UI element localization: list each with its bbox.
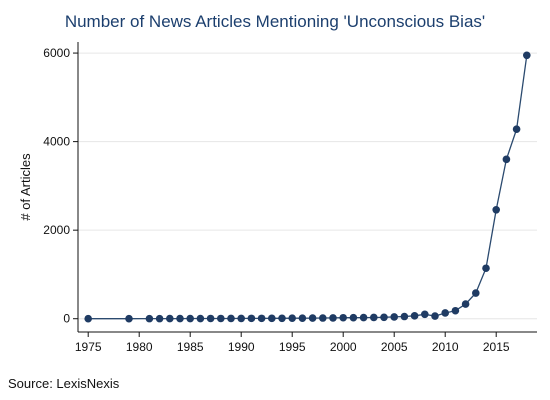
x-tick-label-2010: 2010 [432,340,459,354]
data-point-1984 [176,314,184,323]
data-point-2002 [359,313,368,322]
source-note: Source: LexisNexis [8,376,120,391]
data-point-2016 [502,155,511,164]
y-tick-label-6000: 6000 [43,46,70,60]
data-point-2007 [410,312,419,320]
data-point-2013 [472,289,480,297]
data-point-2015 [492,206,501,214]
series-line-0 [88,55,528,320]
data-point-1988 [217,314,225,323]
data-point-1994 [278,314,286,323]
chart-title: Number of News Articles Mentioning 'Unco… [64,12,486,31]
data-point-2011 [451,306,460,315]
x-tick-label-2015: 2015 [483,340,510,354]
data-point-1996 [298,314,307,322]
data-point-1998 [319,314,327,322]
data-point-1999 [329,314,337,322]
x-tick-label-1980: 1980 [126,340,153,354]
axes: 0 2000 4000 6000 1975 1980 1985 1990 1995 2000 200… [43,42,537,354]
data-point-2006 [400,312,409,321]
data-point-1989 [227,314,235,323]
data-point-1991 [247,314,256,323]
x-tick-label-1985: 1985 [177,340,204,354]
data-point-1985 [186,314,194,323]
data-point-1979 [125,314,133,323]
data-point-1981 [145,314,154,323]
data-point-2005 [390,313,399,321]
data-point-2012 [461,300,470,308]
data-point-2008 [421,310,429,319]
data-point-2000 [339,313,348,322]
data-point-1975 [84,314,92,323]
data-point-1990 [237,314,245,323]
x-tick-label-1995: 1995 [279,340,306,354]
data-point-2017 [512,125,521,134]
data-point-1993 [268,314,276,323]
data-point-2010 [441,309,450,317]
data-point-1986 [196,314,205,323]
x-tick-label-1990: 1990 [228,340,255,354]
data-point-1995 [288,314,297,322]
y-tick-label-4000: 4000 [43,135,70,149]
y-axis-title: # of Articles [18,153,33,221]
x-tick-label-2005: 2005 [381,340,408,354]
y-tick-label-0: 0 [63,312,70,326]
data-point-2001 [349,313,358,322]
data-point-2018 [523,51,531,60]
x-tick-label-2000: 2000 [330,340,357,354]
y-tick-label-2000: 2000 [43,223,70,237]
x-tick-label-1975: 1975 [75,340,102,354]
data-point-2009 [431,312,439,320]
data-point-1992 [257,314,266,323]
data-point-2014 [482,264,490,273]
data-point-1997 [308,314,317,322]
series-layer [84,51,531,323]
data-point-2004 [380,313,388,322]
data-point-1982 [155,314,164,323]
data-point-1983 [166,314,174,323]
data-point-2003 [370,313,378,322]
data-point-1987 [206,314,215,323]
grid-lines [78,52,537,320]
